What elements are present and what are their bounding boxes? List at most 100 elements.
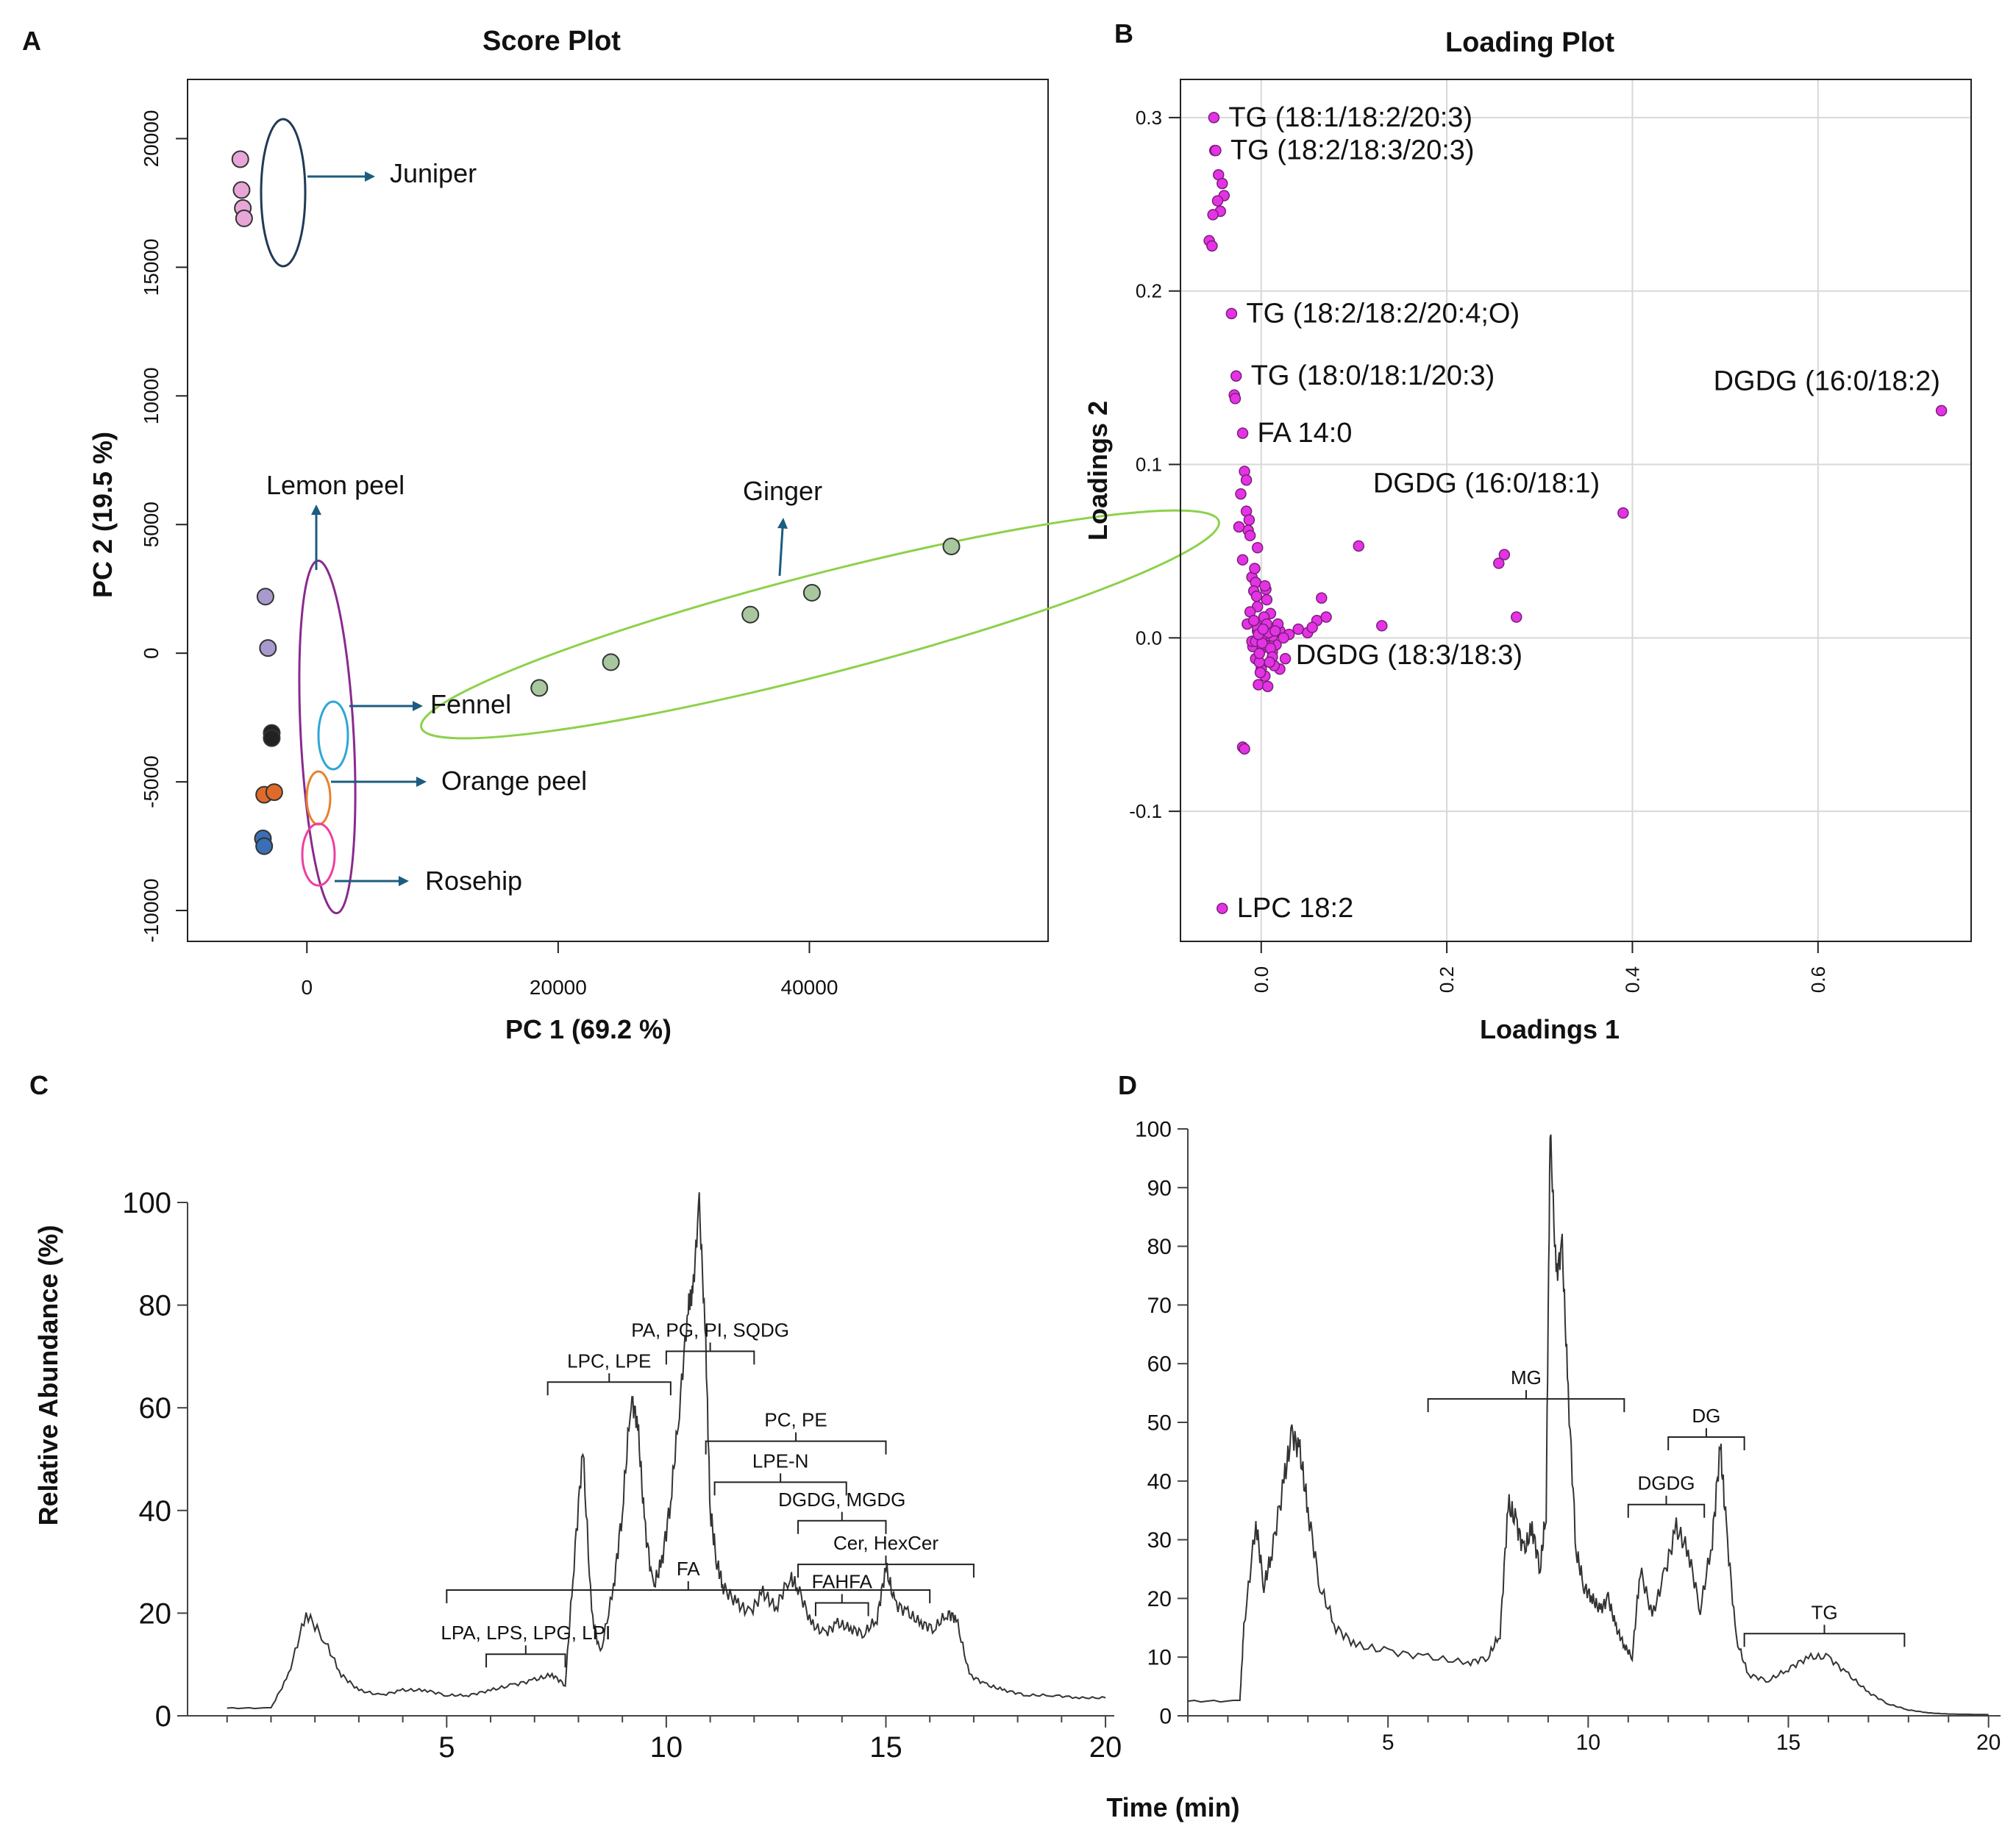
- panel-label-b: B: [1114, 18, 1133, 49]
- loading-point: [1236, 554, 1249, 566]
- score-plot: Score Plot 0 20000 40000 -10000 -5000 0 5000 1…: [88, 26, 1220, 1044]
- bracket-label: DG: [1692, 1405, 1720, 1427]
- score-plot-y-axis: -10000 -5000 0 5000 10000 15000 20000: [140, 110, 188, 943]
- loading-labeled-point: [1210, 144, 1222, 157]
- loading-point-label: LPC 18:2: [1237, 893, 1353, 924]
- x-tick-label: 10: [1576, 1731, 1600, 1755]
- bracket-label: FA: [677, 1558, 700, 1580]
- bracket: [705, 1432, 887, 1455]
- loading-x-tick-label: 0.0: [1250, 966, 1272, 993]
- loading-point-label: TG (18:2/18:3/20:3): [1230, 135, 1475, 166]
- y-tick-label: 100: [1135, 1118, 1172, 1142]
- score-point-ginger: [530, 679, 549, 697]
- y-tick-label: 0: [1159, 1705, 1172, 1729]
- y-tick-label: 60: [139, 1392, 172, 1425]
- loading-point-label: DGDG (16:0/18:1): [1373, 468, 1600, 499]
- annotation-lemon-peel: Lemon peel: [266, 470, 405, 500]
- loading-plot-x-axis: 0.0 0.2 0.4 0.6: [1250, 941, 1829, 993]
- bracket: [1427, 1390, 1625, 1413]
- loading-point: [1261, 680, 1274, 693]
- chromatogram-d-axes: 5 10 15 20 0 10 20 30 40 50 60 70 80 90 100: [1135, 1118, 2001, 1756]
- score-point-rosehip: [255, 837, 274, 855]
- annotation-orange-peel: Orange peel: [441, 766, 587, 796]
- score-point-juniper: [231, 150, 249, 168]
- loading-point-label: DGDG (18:3/18:3): [1296, 640, 1522, 671]
- orange-peel-ellipse: [305, 770, 332, 826]
- score-plot-y-label: PC 2 (19.5 %): [88, 432, 118, 598]
- bracket-label: TG: [1811, 1601, 1837, 1623]
- score-y-tick-label: 20000: [140, 110, 163, 168]
- annotation-ginger: Ginger: [743, 476, 822, 506]
- score-y-tick-label: 5000: [140, 502, 163, 547]
- loading-plot-frame: [1180, 79, 1972, 942]
- score-y-tick-label: 0: [140, 647, 163, 659]
- y-tick-label: 50: [1147, 1411, 1172, 1436]
- loading-x-tick-label: 0.2: [1436, 966, 1458, 993]
- loading-point: [1253, 647, 1265, 660]
- loading-point: [1257, 623, 1269, 635]
- x-tick-label: 5: [1382, 1731, 1395, 1755]
- juniper-ellipse: [260, 118, 307, 268]
- chromatogram-c-y-label: Relative Abundance (%): [33, 1225, 63, 1526]
- chromatogram-c-trace: [227, 1192, 1106, 1710]
- y-tick-label: 20: [1147, 1587, 1172, 1611]
- y-tick-label: 10: [1147, 1646, 1172, 1670]
- bracket-label: DGDG: [1637, 1472, 1695, 1494]
- loading-point: [1320, 611, 1332, 623]
- score-y-tick-label: 15000: [140, 238, 163, 296]
- score-point-ginger: [741, 605, 760, 624]
- loading-plot-y-label: Loadings 2: [1083, 401, 1113, 541]
- annotation-rosehip: Rosehip: [425, 866, 522, 896]
- y-tick-label: 0: [155, 1700, 171, 1733]
- ginger-ellipse: [420, 509, 1220, 740]
- loading-labeled-point: [1225, 307, 1238, 320]
- loading-point: [1306, 621, 1318, 633]
- loading-point-label: TG (18:0/18:1/20:3): [1251, 360, 1495, 391]
- bracket-label: LPA, LPS, LPG, LPI: [441, 1622, 610, 1644]
- score-plot-x-axis: 0 20000 40000: [188, 941, 1048, 999]
- loading-point: [1254, 666, 1267, 679]
- y-tick-label: 90: [1147, 1176, 1172, 1200]
- score-x-tick-label: 20000: [530, 976, 587, 999]
- score-point-ginger: [602, 653, 620, 671]
- loading-y-tick-label: 0.2: [1136, 280, 1162, 302]
- loading-labeled-point: [1217, 902, 1228, 914]
- bracket: [797, 1511, 887, 1534]
- loading-point: [1217, 177, 1228, 190]
- score-plot-title: Score Plot: [482, 26, 621, 57]
- loading-labeled-point: [1236, 427, 1249, 439]
- loading-labeled-point: [1208, 112, 1220, 124]
- loading-point: [1261, 594, 1273, 606]
- bracket: [1667, 1428, 1745, 1450]
- bracket: [1627, 1495, 1706, 1518]
- loading-labeled-point: [1617, 507, 1629, 519]
- loading-labeled-point: [1510, 611, 1522, 623]
- loading-plot-grid: [1180, 79, 1971, 941]
- bracket: [713, 1473, 847, 1496]
- loading-point: [1259, 580, 1271, 592]
- loading-y-tick-label: 0.1: [1136, 454, 1162, 476]
- y-tick-label: 30: [1147, 1528, 1172, 1553]
- rosehip-ellipse: [301, 822, 336, 887]
- loading-point: [1235, 488, 1247, 500]
- score-point-ginger: [802, 583, 821, 602]
- loading-point: [1250, 590, 1263, 602]
- y-tick-label: 80: [139, 1290, 172, 1322]
- score-point-lemon-peel: [259, 639, 277, 657]
- bracket-label: PA, PG, PI, SQDG: [631, 1319, 789, 1341]
- bracket-label: FAHFA: [812, 1570, 873, 1592]
- loading-point: [1211, 195, 1224, 207]
- loading-y-tick-label: 0.0: [1136, 627, 1162, 649]
- chromatogram-c: 5 10 15 20 0 20 40 60 80 100 Relative Abundance (…: [33, 1187, 1122, 1764]
- score-plot-x-label: PC 1 (69.2 %): [505, 1014, 672, 1044]
- chromatogram-c-axes: 5 10 15 20 0 20 40 60 80 100: [122, 1187, 1122, 1764]
- loading-x-tick-label: 0.4: [1621, 966, 1643, 993]
- loading-point-label: TG (18:1/18:2/20:3): [1228, 102, 1472, 133]
- loading-point-label: FA 14:0: [1258, 418, 1353, 449]
- bracket-label: LPE-N: [752, 1450, 809, 1472]
- loading-point: [1249, 563, 1261, 574]
- score-x-tick-label: 40000: [781, 976, 838, 999]
- score-y-tick-label: -5000: [140, 755, 163, 808]
- bracket: [1743, 1625, 1906, 1647]
- bracket: [797, 1555, 975, 1578]
